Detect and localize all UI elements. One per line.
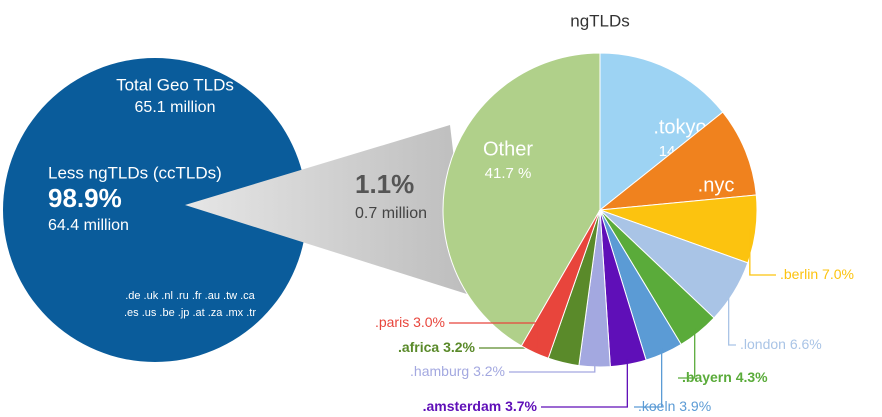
value-label: 3.9% xyxy=(679,398,711,414)
value-label: 3.2% xyxy=(473,363,505,379)
slice-label: .africa 3.2% xyxy=(398,339,476,355)
cc-list: .es .us .be .jp .at .za .mx .tr xyxy=(124,307,256,319)
leader-line xyxy=(749,228,776,276)
value-label: 41.7 % xyxy=(485,165,532,182)
value-label: 3.2% xyxy=(443,339,475,355)
slice-label: Other xyxy=(483,138,533,160)
ng-wedge xyxy=(185,125,470,295)
leader-line xyxy=(634,347,663,408)
cc-list: .de .uk .nl .ru .fr .au .tw .ca xyxy=(125,290,255,302)
pie-slice xyxy=(599,52,724,212)
slice-name: .africa xyxy=(398,339,439,355)
slice-label: .tokyo xyxy=(653,116,706,138)
slice-label: .koeln 3.9% xyxy=(638,398,711,414)
slice-name: .london xyxy=(740,336,786,352)
value-label: 3.0% xyxy=(413,314,445,330)
pie-slice xyxy=(598,111,757,211)
slice-name: .hamburg xyxy=(410,363,469,379)
cc-value: 64.4 million xyxy=(48,217,129,234)
leader-line xyxy=(541,358,628,408)
ng-value: 0.7 million xyxy=(355,205,427,222)
chart-title: ngTLDs xyxy=(570,11,630,30)
slice-name: .bayern xyxy=(682,369,732,385)
slice-label: .berlin 7.0% xyxy=(780,266,854,282)
slice-label: .london 6.6% xyxy=(740,336,822,352)
value-label: 3.7% xyxy=(505,398,537,414)
slice-name: .berlin xyxy=(780,266,818,282)
cc-share: 98.9% xyxy=(48,183,122,213)
slice-label: .amsterdam 3.7% xyxy=(423,398,538,414)
slice-label: .bayern 4.3% xyxy=(682,369,768,385)
slice-name: .koeln xyxy=(638,398,675,414)
slice-name: .paris xyxy=(375,314,409,330)
geo-circle xyxy=(3,58,307,362)
value-label: 7.0% xyxy=(822,266,854,282)
slice-label: .nyc xyxy=(698,174,735,196)
leader-line xyxy=(728,289,736,346)
slice-name: .amsterdam xyxy=(423,398,502,414)
leader-line xyxy=(678,327,696,379)
pie-slice xyxy=(442,52,601,347)
value-label: 4.3% xyxy=(736,369,768,385)
leader-line xyxy=(449,322,538,348)
leader-line xyxy=(479,347,566,357)
slice-label: .paris 3.0% xyxy=(375,314,445,330)
slice-label: .hamburg 3.2% xyxy=(410,363,505,379)
value-label: 6.6% xyxy=(790,336,822,352)
ng-share: 1.1% xyxy=(355,169,414,199)
leader-line xyxy=(509,360,596,373)
total-title: Total Geo TLDs xyxy=(116,75,234,94)
total-value: 65.1 million xyxy=(135,99,216,116)
pie-slice xyxy=(520,209,601,359)
cc-title: Less ngTLDs (ccTLDs) xyxy=(48,163,222,182)
